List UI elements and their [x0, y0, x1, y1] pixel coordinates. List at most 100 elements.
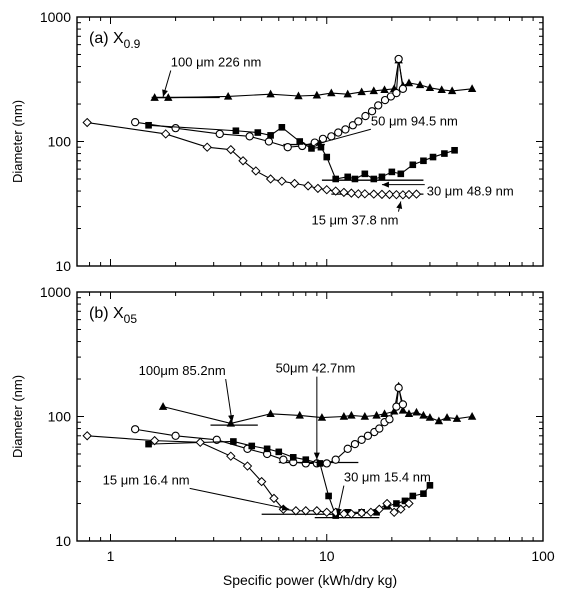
data-point-diamond [82, 117, 92, 128]
data-point-triangle [164, 93, 173, 101]
data-point-diamond [242, 461, 253, 471]
data-point-circle [361, 111, 370, 121]
data-point-triangle [398, 405, 408, 414]
data-point-circle [264, 137, 274, 146]
data-point-diamond [389, 507, 399, 518]
data-point-triangle [425, 413, 435, 421]
data-point-triangle [380, 85, 389, 94]
data-point-circle [283, 143, 292, 152]
data-point-diamond [374, 504, 385, 514]
data-point-triangle [347, 410, 356, 419]
data-point-square [409, 492, 417, 500]
data-point-diamond [384, 189, 395, 200]
data-point-square [317, 143, 325, 151]
data-point-diamond [226, 451, 236, 461]
data-point-diamond [404, 189, 414, 200]
data-point-square [388, 168, 396, 176]
data-point-square [420, 157, 427, 165]
panel-label: (b) X05 [89, 305, 137, 326]
data-point-square [267, 132, 274, 139]
x-tick-label: 1 [107, 548, 115, 564]
data-point-square [145, 121, 152, 129]
data-point-square [344, 509, 352, 516]
data-point-square [420, 490, 427, 497]
data-point-triangle [412, 407, 421, 416]
x-tick-label: 100 [531, 548, 555, 564]
data-point-circle [130, 118, 140, 127]
panel-label-subscript: 05 [124, 312, 138, 326]
data-point-square [351, 175, 359, 183]
data-point-diamond [82, 431, 92, 441]
x-tick-label: 10 [319, 548, 335, 564]
data-point-diamond [339, 509, 349, 519]
data-point-square [232, 127, 240, 135]
data-point-circle [334, 128, 343, 137]
data-point-circle [341, 125, 350, 134]
data-point-square [323, 153, 331, 161]
data-point-diamond [404, 498, 414, 509]
data-point-circle [348, 121, 357, 130]
data-point-square [361, 170, 369, 178]
y-tick-label: 1000 [40, 9, 71, 25]
data-point-triangle [434, 416, 444, 425]
data-point-square [289, 454, 297, 461]
data-point-triangle [369, 86, 378, 95]
data-point-diamond [238, 156, 248, 166]
annotation-arrowhead [162, 89, 168, 97]
data-point-triangle [343, 89, 352, 98]
data-point-square [441, 150, 448, 157]
data-point-square [254, 129, 262, 136]
data-point-triangle [226, 418, 235, 427]
data-point-triangle [415, 80, 425, 89]
y-axis-label: Diameter (nm) [10, 100, 25, 183]
data-point-circle [398, 400, 408, 409]
data-point-triangle [150, 93, 159, 101]
annotation-arrowhead [335, 508, 342, 516]
data-point-circle [363, 431, 373, 440]
data-point-diamond [195, 437, 205, 448]
data-point-diamond [202, 142, 212, 152]
data-point-circle [215, 129, 224, 139]
annotation-label: 30 μm 15.4 nm [344, 470, 431, 485]
data-point-circle [357, 435, 366, 444]
data-point-triangle [447, 86, 457, 95]
panel-label-main: (a) X [89, 30, 124, 47]
data-point-diamond [269, 493, 279, 504]
data-point-square [370, 175, 378, 183]
data-point-diamond [369, 189, 379, 199]
data-point-square [397, 170, 405, 178]
y-tick-label: 10 [55, 258, 71, 274]
data-point-diamond [291, 506, 301, 516]
data-point-circle [392, 88, 401, 98]
series-line-square [148, 124, 455, 180]
data-point-circle [171, 124, 180, 133]
data-point-square [296, 138, 304, 145]
annotation-arrowhead [228, 414, 235, 423]
data-point-diamond [411, 189, 422, 199]
data-point-triangle [266, 89, 275, 98]
data-point-diamond [301, 506, 311, 516]
data-point-diamond [312, 506, 322, 516]
annotation-arrow [225, 379, 233, 423]
data-point-diamond [360, 189, 370, 199]
data-point-diamond [382, 498, 392, 509]
data-point-diamond [339, 187, 349, 198]
annotation-arrowhead [313, 452, 320, 460]
data-point-circle [380, 95, 390, 105]
data-point-circle [343, 444, 352, 453]
data-point-triangle [295, 410, 304, 419]
data-point-square [393, 500, 400, 507]
data-point-diamond [322, 507, 332, 518]
annotation-arrowhead [314, 139, 323, 146]
annotation-label: 100 μm 226 nm [171, 55, 262, 70]
y-tick-label: 10 [55, 533, 71, 549]
data-point-circle [374, 101, 383, 110]
data-point-diamond [377, 189, 387, 200]
data-point-diamond [346, 188, 357, 198]
data-point-square [378, 173, 386, 181]
data-point-triangle [357, 87, 366, 96]
data-point-square [263, 445, 271, 453]
data-point-circle [385, 415, 394, 424]
annotation-label: 100μm 85.2nm [139, 363, 226, 378]
